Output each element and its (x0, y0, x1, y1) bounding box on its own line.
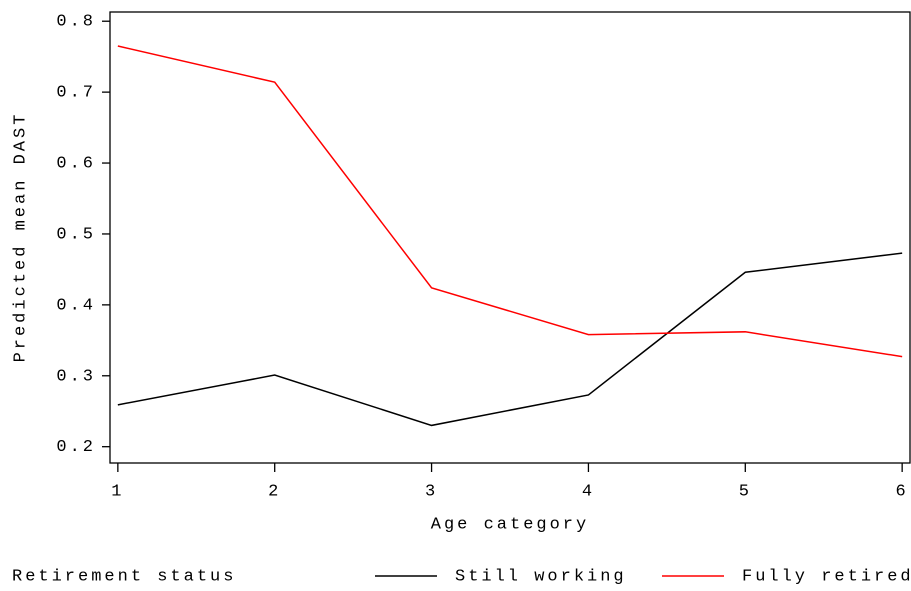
x-tick-label: 4 (582, 482, 595, 501)
legend-title: Retirement status (12, 567, 236, 586)
series-line (117, 252, 903, 427)
y-tick-label: 0.8 (56, 13, 96, 32)
y-tick-label: 0.5 (56, 225, 96, 244)
y-tick-label: 0.3 (56, 367, 96, 386)
x-axis-label: Age category (431, 515, 589, 534)
x-tick-label: 6 (896, 482, 909, 501)
y-tick-label: 0.6 (56, 155, 96, 174)
x-tick-label: 1 (111, 482, 124, 501)
legend-label: Fully retired (742, 567, 911, 586)
y-tick-label: 0.4 (56, 296, 96, 315)
x-tick-label: 5 (739, 482, 752, 501)
x-tick-label: 3 (425, 482, 438, 501)
x-tick-label: 2 (268, 482, 281, 501)
y-tick-label: 0.2 (56, 438, 96, 457)
y-axis-label: Predicted mean DAST (11, 112, 30, 363)
y-tick-label: 0.7 (56, 84, 96, 103)
series-line (117, 45, 903, 358)
legend-label: Still working (455, 567, 627, 586)
plot-frame (109, 11, 911, 464)
